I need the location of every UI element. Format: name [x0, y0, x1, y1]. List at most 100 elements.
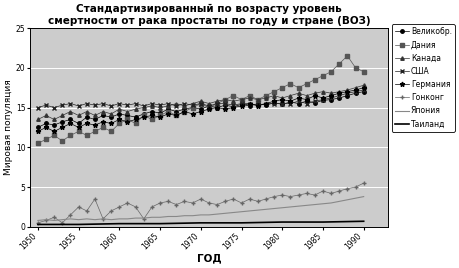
Германия: [108, 122, 114, 125]
Канада: [133, 107, 138, 111]
Япония: [100, 217, 106, 221]
Япония: [133, 217, 138, 220]
Япония: [43, 218, 49, 221]
Гонконг: [361, 181, 366, 185]
Канада: [288, 94, 293, 97]
Гонконг: [328, 192, 334, 195]
Дания: [214, 102, 220, 105]
Гонконг: [84, 209, 90, 213]
Великобр.: [84, 116, 90, 119]
Германия: [133, 118, 138, 121]
США: [68, 102, 73, 105]
США: [214, 102, 220, 105]
США: [312, 100, 318, 103]
Великобр.: [206, 104, 212, 107]
Гонконг: [304, 192, 309, 195]
Канада: [263, 96, 269, 100]
Канада: [157, 106, 163, 109]
США: [263, 102, 269, 105]
Дания: [361, 70, 366, 73]
Япония: [304, 204, 309, 207]
Таиланд: [361, 220, 366, 223]
Великобр.: [182, 107, 187, 111]
США: [328, 96, 334, 100]
Германия: [239, 104, 244, 107]
Дания: [296, 86, 301, 89]
Германия: [328, 94, 334, 97]
Таиланд: [35, 223, 41, 226]
Line: Гонконг: Гонконг: [36, 181, 366, 225]
Япония: [92, 218, 98, 221]
Дания: [223, 98, 228, 101]
Япония: [108, 218, 114, 221]
Германия: [35, 130, 41, 133]
Великобр.: [239, 103, 244, 106]
Гонконг: [198, 198, 203, 201]
Германия: [353, 88, 358, 92]
Великобр.: [149, 110, 155, 113]
США: [345, 92, 350, 95]
Канада: [345, 88, 350, 92]
Канада: [76, 114, 81, 117]
Дания: [165, 110, 171, 113]
Гонконг: [92, 198, 98, 201]
Line: Таиланд: Таиланд: [38, 221, 364, 224]
Канада: [296, 92, 301, 95]
Германия: [117, 118, 122, 121]
Line: Германия: Германия: [35, 85, 366, 134]
Канада: [312, 92, 318, 95]
Канада: [328, 92, 334, 95]
Япония: [35, 219, 41, 222]
США: [108, 104, 114, 107]
Канада: [182, 104, 187, 107]
Legend: Великобр., Дания, Канада, США, Германия, Гонконг, Япония, Таиланд: Великобр., Дания, Канада, США, Германия,…: [392, 24, 455, 132]
Германия: [165, 112, 171, 116]
Германия: [345, 90, 350, 93]
США: [174, 104, 179, 107]
Line: Канада: Канада: [36, 84, 365, 121]
Канада: [190, 102, 196, 105]
Великобр.: [280, 103, 285, 106]
Великобр.: [100, 114, 106, 117]
Великобр.: [198, 107, 203, 111]
Великобр.: [125, 114, 130, 117]
Гонконг: [214, 203, 220, 206]
Гонконг: [247, 198, 252, 201]
Гонконг: [125, 201, 130, 204]
Германия: [51, 130, 57, 133]
Канада: [84, 110, 90, 113]
Германия: [149, 114, 155, 117]
Гонконг: [141, 217, 146, 221]
Гонконг: [76, 205, 81, 209]
Германия: [60, 126, 65, 129]
США: [296, 100, 301, 103]
Канада: [320, 90, 326, 93]
Гонконг: [133, 205, 138, 209]
Гонконг: [312, 193, 318, 197]
Япония: [125, 217, 130, 221]
Дания: [157, 114, 163, 117]
Line: Япония: Япония: [38, 197, 364, 221]
Канада: [35, 118, 41, 121]
Дания: [271, 90, 277, 93]
Великобр.: [288, 100, 293, 103]
Япония: [328, 201, 334, 204]
Великобр.: [336, 96, 342, 100]
Канада: [239, 98, 244, 101]
Гонконг: [263, 198, 269, 201]
Канада: [117, 107, 122, 111]
Гонконг: [239, 201, 244, 204]
Дания: [247, 94, 252, 97]
Германия: [157, 116, 163, 119]
Германия: [361, 86, 366, 89]
Великобр.: [361, 90, 366, 93]
Великобр.: [230, 105, 236, 108]
Япония: [239, 210, 244, 213]
X-axis label: ГОД: ГОД: [196, 254, 221, 264]
США: [361, 88, 366, 92]
Гонконг: [296, 193, 301, 197]
Гонконг: [149, 205, 155, 209]
США: [60, 103, 65, 107]
Таиланд: [157, 222, 163, 225]
США: [230, 103, 236, 107]
